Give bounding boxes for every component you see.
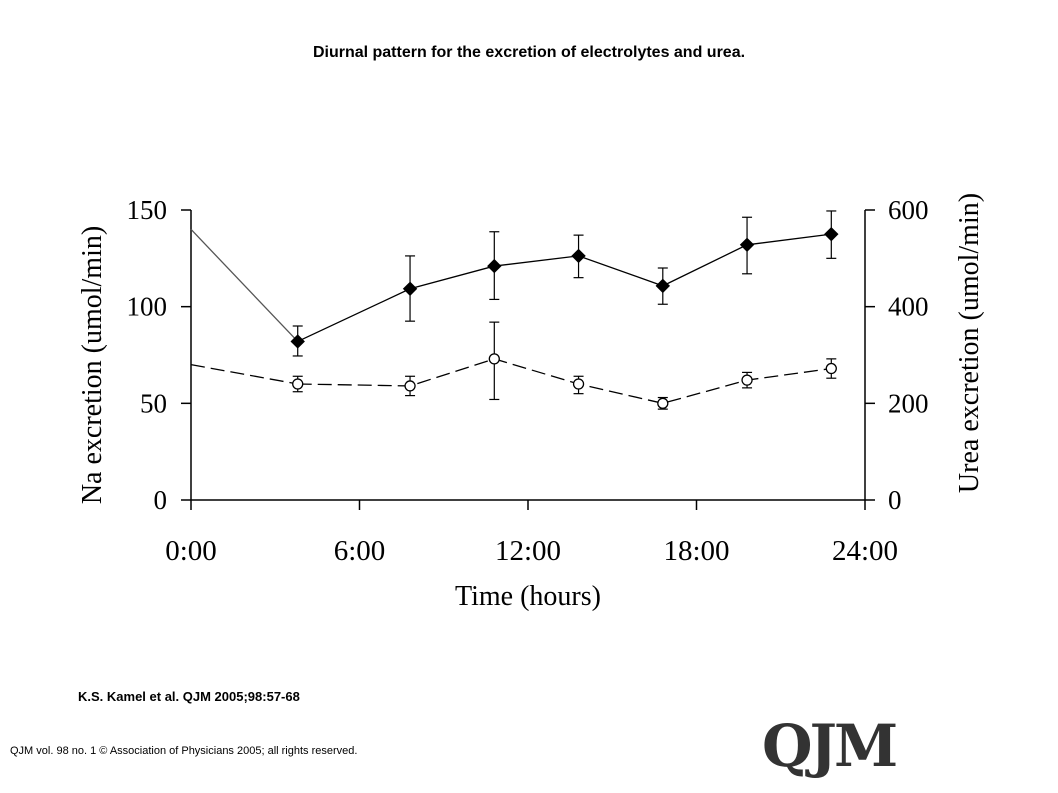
data-point-circle bbox=[825, 362, 837, 375]
data-point-circle bbox=[488, 353, 500, 365]
axis-ticks: 0:00 6:00 12:00 18:00 24:00 0 50 100 150 0 200 400 6… bbox=[127, 195, 929, 567]
series-line bbox=[297, 233, 832, 343]
right-y-tick-label: 400 bbox=[888, 292, 929, 322]
x-tick-label: 18:00 bbox=[663, 535, 729, 567]
data-point-circle bbox=[404, 380, 416, 392]
series-lead-in-line bbox=[190, 364, 298, 385]
copyright-notice: QJM vol. 98 no. 1 © Association of Physi… bbox=[10, 745, 358, 757]
series-layer bbox=[190, 210, 839, 410]
right-y-tick-label: 0 bbox=[888, 485, 902, 515]
left-y-tick-label: 0 bbox=[154, 485, 168, 515]
left-y-tick-label: 100 bbox=[127, 292, 168, 322]
page-title: Diurnal pattern for the excretion of ele… bbox=[312, 44, 746, 61]
data-point-circle bbox=[572, 378, 585, 390]
data-point-diamond bbox=[655, 278, 671, 294]
right-axis-title: Urea excretion (umol/min) bbox=[954, 193, 985, 493]
citation: K.S. Kamel et al. QJM 2005;98:57-68 bbox=[78, 689, 300, 704]
data-point-diamond bbox=[739, 237, 755, 253]
right-y-tick-label: 200 bbox=[888, 388, 929, 418]
left-y-tick-label: 150 bbox=[127, 195, 168, 225]
x-tick-label: 6:00 bbox=[334, 535, 386, 567]
data-point-circle bbox=[741, 374, 753, 386]
journal-logo: QJM bbox=[762, 712, 898, 780]
left-axis-title: Na excretion (umol/min) bbox=[77, 226, 108, 504]
x-axis-title: Time (hours) bbox=[455, 581, 601, 612]
data-point-diamond bbox=[402, 281, 418, 296]
x-tick-label: 12:00 bbox=[495, 535, 561, 567]
left-y-tick-label: 50 bbox=[140, 388, 167, 418]
x-tick-label: 24:00 bbox=[832, 535, 898, 567]
series-lead-in-line bbox=[190, 228, 299, 342]
data-point-diamond bbox=[824, 226, 839, 242]
right-y-tick-label: 600 bbox=[888, 195, 929, 225]
data-point-diamond bbox=[290, 334, 305, 349]
series-1 bbox=[190, 321, 837, 410]
data-point-diamond bbox=[487, 258, 502, 274]
data-point-circle bbox=[292, 378, 304, 390]
series-0 bbox=[190, 210, 839, 357]
data-point-circle bbox=[657, 397, 669, 409]
x-tick-label: 0:00 bbox=[165, 535, 217, 567]
data-point-diamond bbox=[571, 248, 586, 264]
